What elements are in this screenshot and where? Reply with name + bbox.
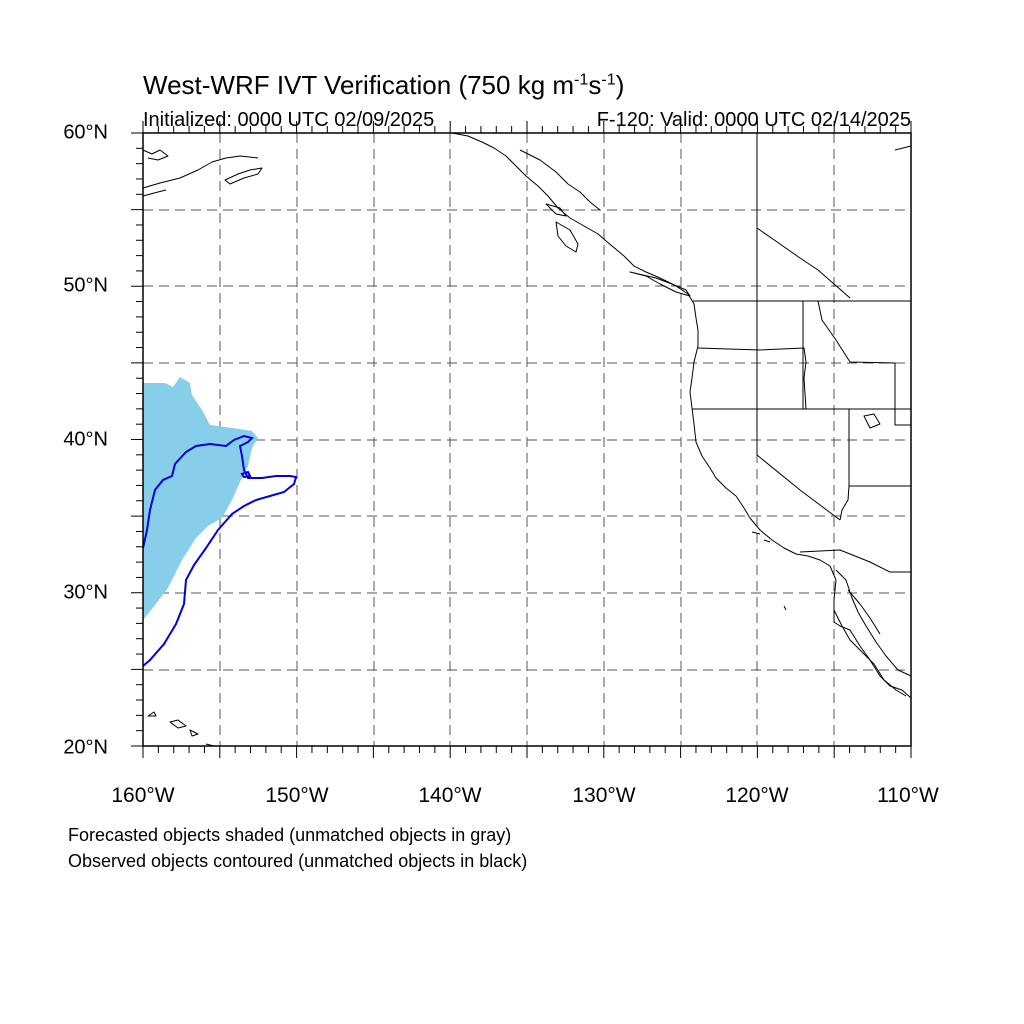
- observed-object: [142, 434, 298, 667]
- lat-label-50n: 50°N: [63, 274, 108, 297]
- title-mid: s: [588, 70, 602, 100]
- legend-forecast-note: Forecasted objects shaded (unmatched obj…: [68, 825, 512, 845]
- lat-label-40n: 40°N: [63, 428, 108, 451]
- forecast-object: [143, 377, 258, 620]
- title-close: ): [615, 70, 625, 100]
- lat-label-60n: 60°N: [63, 121, 108, 144]
- lon-label-150w: 150°W: [265, 784, 329, 807]
- lon-label-140w: 140°W: [418, 784, 482, 807]
- lon-label-130w: 130°W: [572, 784, 636, 807]
- title-exp1: -1: [574, 70, 589, 89]
- title-exp2: -1: [601, 70, 616, 89]
- lon-label-110w: 110°W: [877, 784, 939, 807]
- init-time-label: Initialized: 0000 UTC 02/09/2025: [143, 109, 435, 131]
- legend-observed-note: Observed objects contoured (unmatched ob…: [68, 851, 528, 871]
- lat-label-20n: 20°N: [63, 736, 108, 759]
- title-main: West-WRF IVT Verification (750 kg m: [143, 70, 575, 100]
- axis-ticks: [131, 121, 912, 758]
- valid-time-label: F-120: Valid: 0000 UTC 02/14/2025: [596, 109, 911, 131]
- grid-lines: [143, 133, 911, 746]
- coastlines: [142, 132, 912, 747]
- lat-label-30n: 30°N: [63, 581, 108, 604]
- lon-label-120w: 120°W: [725, 784, 789, 807]
- lon-label-160w: 160°W: [111, 784, 175, 807]
- map-title: West-WRF IVT Verification (750 kg m-1s-1…: [143, 70, 624, 101]
